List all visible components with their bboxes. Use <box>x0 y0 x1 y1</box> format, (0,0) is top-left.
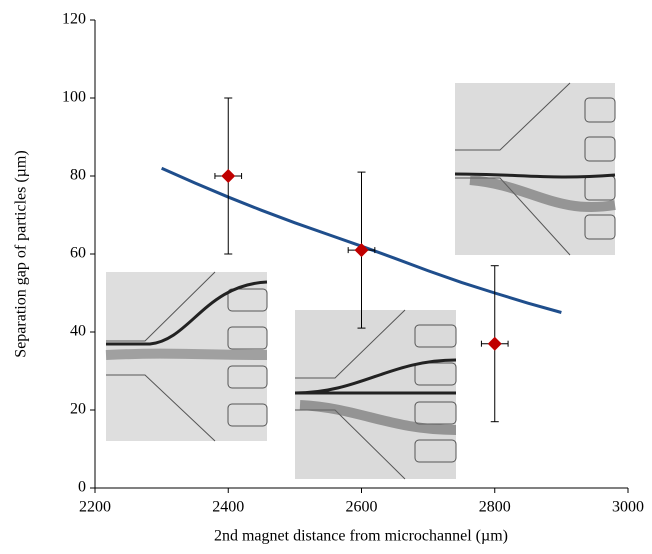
y-tick-label: 0 <box>78 479 86 496</box>
y-axis-label: Separation gap of particles (µm) <box>13 150 30 357</box>
y-tick-label: 60 <box>70 245 86 262</box>
y-tick-label: 40 <box>70 323 86 340</box>
y-tick-label: 100 <box>62 89 86 106</box>
marker <box>221 169 236 183</box>
inset-image <box>294 309 457 480</box>
x-axis-label: 2nd magnet distance from microchannel (µ… <box>214 528 508 545</box>
inset-image <box>105 271 268 442</box>
x-tick-label: 2200 <box>79 499 111 516</box>
y-tick-label: 20 <box>70 401 86 418</box>
inset-image <box>454 82 616 256</box>
x-tick-label: 2400 <box>212 499 244 516</box>
marker <box>354 243 369 258</box>
marker <box>487 336 502 351</box>
x-tick-label: 3000 <box>612 499 644 516</box>
y-tick-label: 120 <box>62 11 86 28</box>
x-tick-label: 2600 <box>346 499 378 516</box>
x-tick-label: 2800 <box>479 499 511 516</box>
y-tick-label: 80 <box>70 167 86 184</box>
